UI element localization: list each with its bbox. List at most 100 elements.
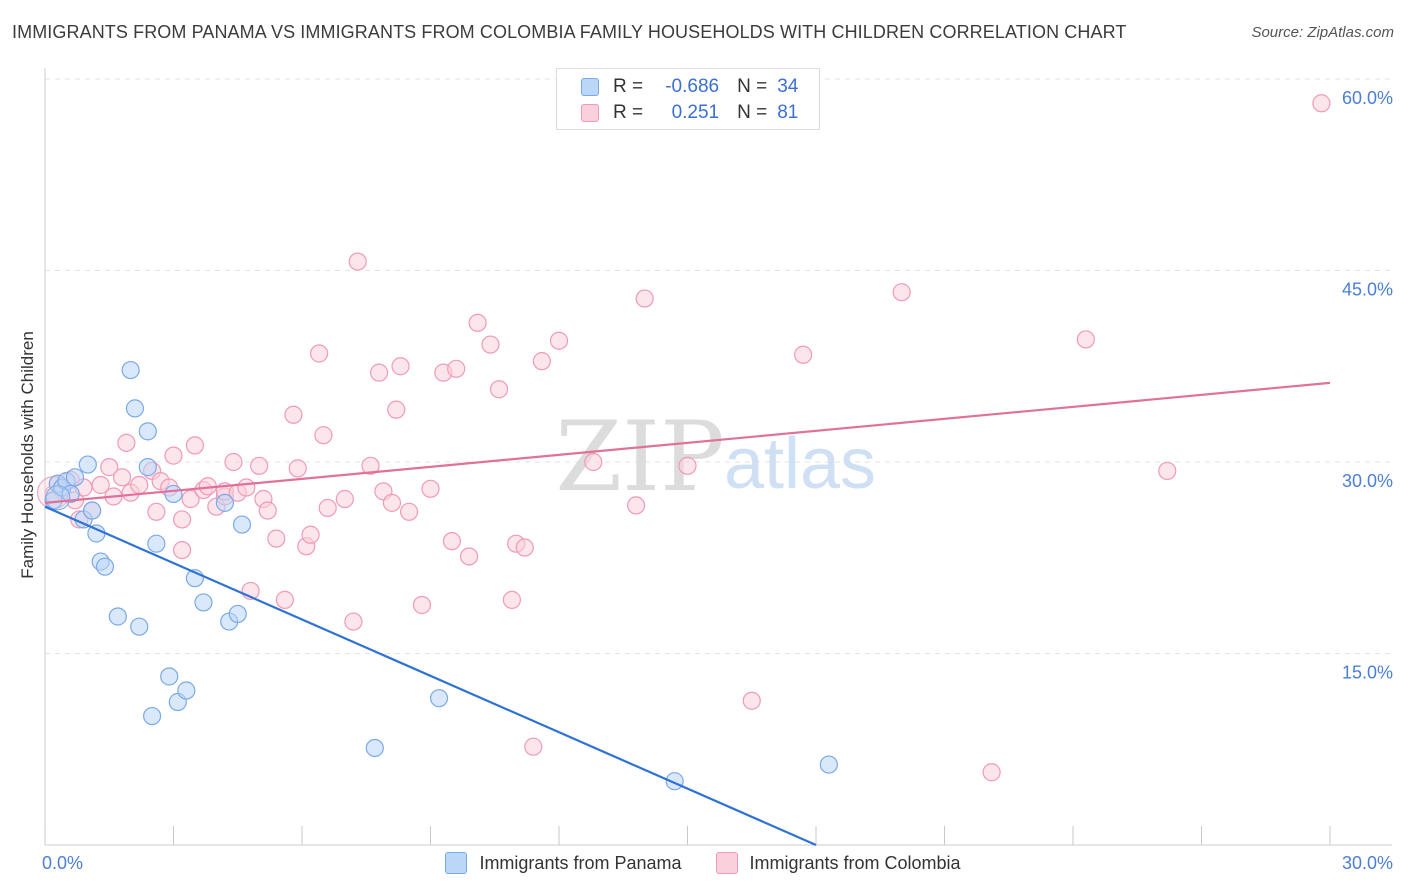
x-tick-label: 0.0% xyxy=(42,853,83,873)
legend-item-colombia[interactable]: Immigrants from Colombia xyxy=(715,852,961,874)
colombia-point xyxy=(584,452,603,472)
colombia-point xyxy=(442,532,462,551)
colombia-point xyxy=(237,478,256,497)
panama-swatch xyxy=(581,78,599,96)
colombia-point xyxy=(181,489,200,509)
trend-lines xyxy=(44,381,1331,847)
colombia-point xyxy=(626,496,646,515)
colombia-point xyxy=(459,547,479,566)
tick-labels: 15.0% 30.0% 45.0% 60.0% 0.0% 30.0% xyxy=(42,88,1393,873)
stats-row-panama: R = -0.686 N = 34 xyxy=(581,74,798,100)
colombia-point xyxy=(678,456,697,475)
correlation-stats-box: R = -0.686 N = 34 R = 0.251 N = 81 xyxy=(556,68,820,130)
panama-trend-line xyxy=(44,505,817,847)
colombia-point xyxy=(489,380,509,399)
stats-row-colombia: R = 0.251 N = 81 xyxy=(581,100,798,126)
chart-legend: Immigrants from Panama Immigrants from C… xyxy=(0,852,1406,874)
panama-point xyxy=(130,617,149,636)
watermark: ZIP atlas xyxy=(555,401,876,513)
colombia-point xyxy=(1312,94,1331,113)
panama-r-value: -0.686 xyxy=(665,76,720,97)
colombia-point xyxy=(314,426,333,445)
panama-point xyxy=(215,493,234,512)
panama-point xyxy=(819,755,838,774)
colombia-point xyxy=(515,538,534,557)
colombia-point xyxy=(532,352,551,371)
panama-point xyxy=(83,501,102,520)
chart-title: IMMIGRANTS FROM PANAMA VS IMMIGRANTS FRO… xyxy=(12,22,1127,42)
colombia-point xyxy=(1076,330,1095,349)
colombia-point xyxy=(421,479,440,498)
colombia-point xyxy=(524,737,543,756)
colombia-n-label: N = xyxy=(737,102,768,123)
colombia-point xyxy=(370,363,389,382)
y-tick-label: 30.0% xyxy=(1342,471,1393,491)
panama-point xyxy=(78,455,97,474)
x-tick-label: 30.0% xyxy=(1342,853,1393,873)
legend-panama-label: Immigrants from Panama xyxy=(479,852,682,873)
colombia-point xyxy=(412,595,432,615)
colombia-point xyxy=(468,313,487,332)
panama-point xyxy=(108,607,127,626)
colombia-point xyxy=(310,344,329,363)
source-credit: Source: ZipAtlas.com xyxy=(1251,24,1394,41)
panama-n-label: N = xyxy=(737,76,768,97)
panama-point xyxy=(232,515,252,534)
colombia-point xyxy=(382,493,402,512)
colombia-point xyxy=(391,357,410,376)
colombia-n-value: 81 xyxy=(777,102,799,123)
colombia-point xyxy=(447,359,466,378)
colombia-trend-line xyxy=(44,381,1331,504)
colombia-point xyxy=(335,489,354,509)
y-tick-label: 60.0% xyxy=(1342,88,1393,108)
panama-point xyxy=(429,689,449,708)
series-panama-points xyxy=(44,360,838,791)
colombia-point xyxy=(288,459,307,478)
panama-point xyxy=(177,681,196,700)
panama-point xyxy=(65,468,85,487)
colombia-point xyxy=(502,590,521,609)
colombia-point xyxy=(112,468,132,487)
colombia-point xyxy=(172,510,192,529)
colombia-point xyxy=(91,475,110,495)
colombia-point xyxy=(481,335,500,354)
colombia-point xyxy=(250,456,269,475)
panama-point xyxy=(125,399,145,418)
colombia-point xyxy=(982,763,1001,782)
watermark-atlas: atlas xyxy=(724,424,876,504)
panama-point xyxy=(228,604,247,624)
legend-item-panama[interactable]: Immigrants from Panama xyxy=(445,852,682,874)
colombia-point xyxy=(742,691,761,710)
panama-cluster-point xyxy=(45,485,71,511)
colombia-point xyxy=(344,612,363,631)
panama-r-label: R = xyxy=(613,76,644,97)
panama-n-value: 34 xyxy=(777,76,799,97)
colombia-point xyxy=(318,498,337,518)
panama-point xyxy=(365,738,384,758)
panama-point xyxy=(194,593,213,612)
colombia-point xyxy=(267,529,286,548)
colombia-point xyxy=(348,252,367,271)
colombia-point xyxy=(892,283,911,302)
axes xyxy=(44,68,1392,846)
colombia-point xyxy=(275,590,294,609)
panama-point xyxy=(138,422,157,441)
colombia-point xyxy=(100,458,119,477)
panama-point xyxy=(142,706,162,726)
colombia-point xyxy=(130,475,149,495)
panama-point xyxy=(138,458,157,477)
colombia-point xyxy=(172,540,192,560)
colombia-point xyxy=(361,456,380,475)
colombia-point xyxy=(224,452,243,472)
y-tick-label: 15.0% xyxy=(1342,663,1393,683)
colombia-point xyxy=(147,502,166,521)
colombia-point xyxy=(549,331,569,350)
legend-panama-swatch xyxy=(445,852,468,874)
colombia-point xyxy=(185,436,205,455)
colombia-point xyxy=(301,525,320,544)
colombia-point xyxy=(1158,461,1177,481)
colombia-r-value: 0.251 xyxy=(671,102,720,123)
colombia-point xyxy=(117,433,136,452)
panama-point xyxy=(95,557,115,576)
